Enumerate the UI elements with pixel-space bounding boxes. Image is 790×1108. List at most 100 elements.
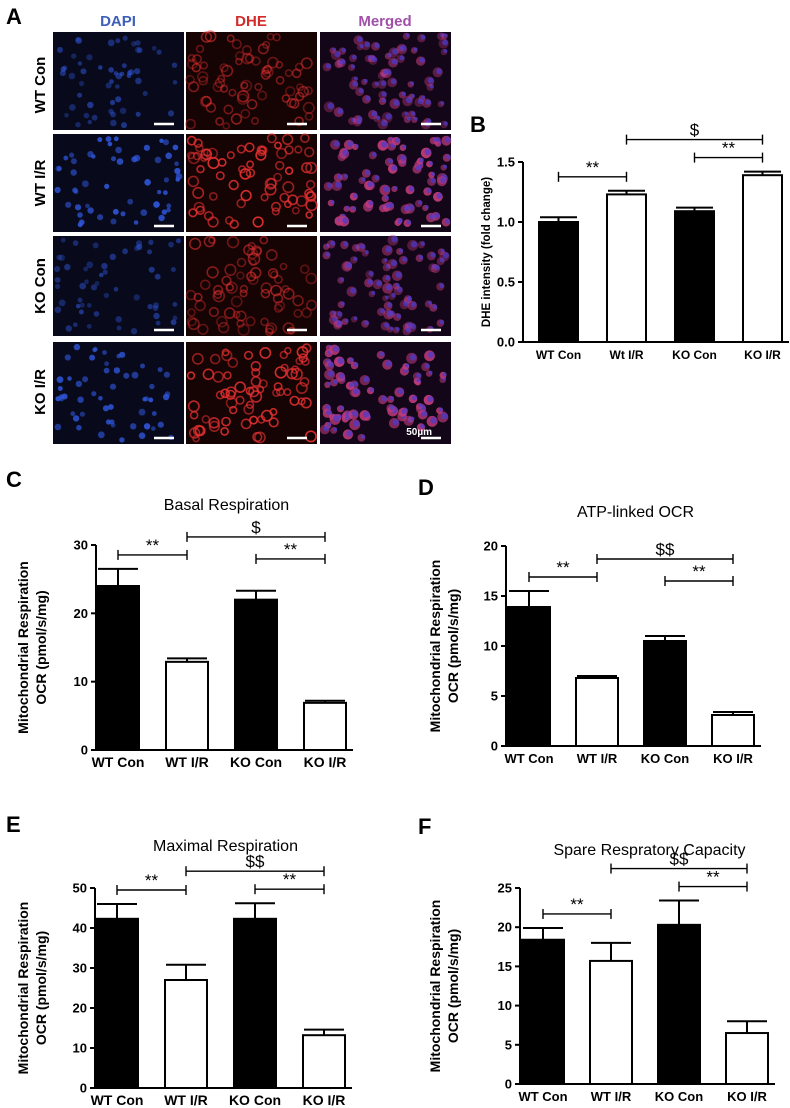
y-axis-label-units: OCR (pmol/s/mg) bbox=[33, 931, 49, 1045]
cell-spot bbox=[304, 430, 317, 443]
chart-panel-d: D ATP-linked OCR Mitochondrial Respiration… bbox=[418, 475, 761, 766]
cell-spot bbox=[144, 179, 151, 186]
cell-spot bbox=[389, 326, 394, 331]
cell-spot bbox=[381, 119, 388, 127]
cell-spot bbox=[212, 81, 224, 93]
significance-label: $ bbox=[251, 518, 261, 537]
cell-spot bbox=[192, 434, 200, 443]
cell-spot bbox=[228, 179, 239, 191]
cell-spot bbox=[260, 317, 269, 327]
cell-spot bbox=[295, 381, 308, 394]
cell-spot bbox=[115, 96, 122, 103]
bar bbox=[657, 923, 701, 1086]
cell-spot bbox=[299, 376, 310, 387]
cell-spot bbox=[193, 201, 205, 213]
cell-spot bbox=[351, 410, 359, 417]
cell-spot bbox=[246, 99, 258, 110]
cell-spot bbox=[226, 151, 235, 160]
cell-spot bbox=[104, 361, 109, 367]
cell-spot bbox=[87, 151, 94, 158]
cell-spot bbox=[411, 395, 418, 401]
cell-spot bbox=[434, 212, 440, 218]
cell-spot bbox=[99, 272, 104, 278]
cell-spot bbox=[54, 423, 62, 431]
cell-spot bbox=[157, 189, 162, 195]
cell-spot bbox=[163, 139, 169, 146]
cell-spot bbox=[232, 310, 241, 319]
cell-spot bbox=[444, 136, 451, 143]
cell-spot bbox=[367, 55, 372, 60]
cell-spot bbox=[256, 145, 267, 155]
cell-spot bbox=[72, 415, 80, 422]
cell-spot bbox=[135, 40, 141, 46]
cell-spot bbox=[188, 208, 198, 218]
cell-spot bbox=[168, 241, 174, 248]
cell-spot bbox=[192, 186, 205, 199]
bar bbox=[521, 938, 565, 1086]
cell-spot bbox=[92, 347, 97, 353]
cell-spot bbox=[384, 195, 389, 200]
cell-spot bbox=[235, 395, 245, 405]
y-tick-label: 30 bbox=[73, 961, 87, 976]
cell-spot bbox=[265, 327, 274, 337]
cell-spot bbox=[221, 64, 234, 77]
cell-spot bbox=[89, 354, 96, 361]
bar bbox=[234, 598, 278, 752]
y-tick-label: 20 bbox=[74, 606, 88, 621]
cell-spot bbox=[54, 306, 62, 314]
cell-spot bbox=[215, 171, 225, 181]
cell-spot bbox=[216, 315, 228, 328]
cell-spot bbox=[270, 284, 282, 297]
cell-spot bbox=[430, 177, 436, 184]
cell-spot bbox=[371, 290, 376, 295]
cell-spot bbox=[142, 91, 148, 96]
cell-spot bbox=[282, 322, 295, 335]
cell-spot bbox=[304, 112, 314, 121]
cell-spot bbox=[293, 308, 303, 318]
cell-spot bbox=[305, 190, 316, 201]
cell-spot bbox=[115, 84, 120, 89]
cell-spot bbox=[301, 162, 313, 174]
cell-spot bbox=[154, 273, 161, 280]
cell-spot bbox=[302, 101, 315, 114]
cell-spot bbox=[395, 283, 400, 288]
cell-spot bbox=[77, 396, 84, 403]
cell-spot bbox=[73, 189, 79, 195]
cell-spot bbox=[104, 183, 110, 189]
cell-spot bbox=[442, 252, 449, 259]
cell-spot bbox=[272, 293, 284, 304]
cell-spot bbox=[230, 295, 243, 308]
cell-spot bbox=[187, 317, 200, 331]
cell-spot bbox=[69, 104, 76, 111]
cell-spot bbox=[171, 62, 178, 68]
cell-spot bbox=[430, 417, 437, 424]
cell-spot bbox=[110, 218, 117, 225]
cell-spot bbox=[215, 390, 225, 400]
cell-spot bbox=[392, 419, 399, 426]
cell-spot bbox=[107, 39, 115, 47]
cell-spot bbox=[149, 383, 155, 390]
cell-spot bbox=[356, 36, 363, 43]
cell-spot bbox=[70, 158, 77, 165]
cell-spot bbox=[221, 275, 232, 286]
cell-spot bbox=[86, 261, 94, 269]
cell-spot bbox=[294, 116, 304, 127]
cell-spot bbox=[248, 386, 260, 398]
x-tick-label: KO Con bbox=[230, 754, 282, 770]
cell-spot bbox=[255, 149, 267, 161]
cell-spot bbox=[338, 372, 345, 379]
cell-spot bbox=[349, 357, 354, 362]
cell-spot bbox=[91, 391, 97, 397]
cell-spot bbox=[208, 236, 216, 244]
cell-spot bbox=[174, 161, 179, 166]
cell-spot bbox=[333, 415, 340, 422]
cell-spot bbox=[275, 160, 285, 171]
cell-spot bbox=[337, 108, 344, 115]
cell-spot bbox=[268, 417, 279, 428]
cell-spot bbox=[64, 263, 71, 271]
cell-spot bbox=[381, 395, 388, 402]
cell-spot bbox=[295, 195, 308, 207]
cell-spot bbox=[151, 45, 157, 51]
cell-spot bbox=[208, 191, 218, 201]
cell-spot bbox=[60, 237, 66, 243]
